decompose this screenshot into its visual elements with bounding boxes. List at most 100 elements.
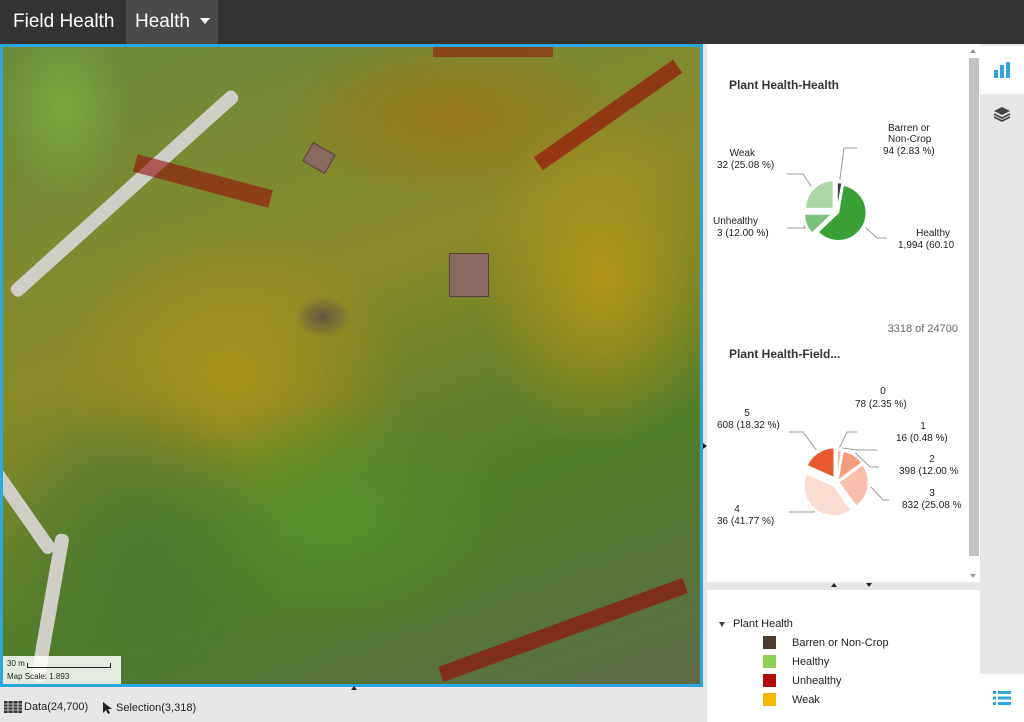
legend-label: Healthy — [792, 655, 830, 668]
road — [8, 88, 241, 300]
chart-panel-scrollbar[interactable] — [966, 44, 980, 582]
pie-label-value: 398 (12.00 % — [899, 466, 959, 477]
panel-splitter[interactable] — [703, 44, 707, 722]
legend-tab-button[interactable] — [980, 674, 1024, 722]
pie-label-value: 608 (18.32 %) — [717, 420, 780, 431]
selection-count-label: Selection(3,318) — [116, 702, 197, 714]
pie-label-name: Barren or — [888, 123, 930, 134]
pie-slice[interactable] — [837, 463, 870, 508]
weak-zone — [438, 578, 688, 682]
pie-label-value: 32 (25.08 %) — [717, 160, 774, 171]
scale-distance: 30 m — [7, 659, 25, 668]
legend-item: Healthy — [763, 655, 829, 668]
pie-leader-line — [787, 225, 806, 229]
pie-label-name: Non-Crop — [888, 134, 932, 145]
pie-label-name: 5 — [744, 408, 750, 419]
layer-menu-label: Health — [135, 11, 190, 32]
pie-label-value: 3 (12.00 %) — [717, 228, 769, 239]
data-count-label: Data(24,700) — [24, 701, 89, 713]
chart2-title: Plant Health-Field... — [729, 347, 841, 361]
legend-label: Unhealthy — [792, 674, 842, 687]
pie-leader-line — [789, 431, 817, 451]
pie-label-name: Weak — [730, 148, 756, 159]
pie-label-name: 3 — [929, 488, 935, 499]
list-icon — [993, 691, 1011, 705]
pie-label-value: 16 (0.48 %) — [896, 433, 948, 444]
pie-label-value: 832 (25.08 % — [902, 500, 962, 511]
horizontal-splitter[interactable] — [707, 582, 980, 590]
pie-label-value: 78 (2.35 %) — [855, 399, 907, 410]
pie-label-name: 0 — [880, 386, 886, 397]
selection-count-text: 3318 of 24700 — [887, 323, 958, 335]
weak-zone — [533, 59, 683, 171]
pie-leader-line — [854, 452, 879, 468]
pie-label-value: 94 (2.83 %) — [883, 146, 935, 157]
chevron-down-icon — [200, 18, 210, 24]
selection-count-button[interactable]: Selection(3,318) — [102, 701, 196, 715]
pie-label-name: 1 — [920, 421, 926, 432]
legend-label: Barren or Non-Crop — [792, 636, 889, 649]
collapse-up-icon[interactable] — [351, 686, 357, 690]
building — [302, 141, 336, 175]
pie-label-name: Healthy — [916, 228, 950, 239]
scroll-thumb[interactable] — [969, 58, 979, 556]
pie-slice[interactable] — [805, 447, 836, 479]
collapse-up-icon[interactable] — [831, 583, 837, 587]
legend-item: Barren or Non-Crop — [763, 636, 889, 649]
layers-icon — [993, 107, 1011, 122]
legend-swatch — [763, 655, 776, 668]
pie-label-name: Unhealthy — [713, 216, 758, 227]
layer-menu-dropdown[interactable]: Health — [126, 0, 218, 44]
data-count-button[interactable]: Data(24,700) — [4, 701, 88, 713]
pie-leader-line — [842, 447, 877, 451]
pie-slice[interactable] — [816, 184, 868, 242]
pie-label-name: 4 — [734, 504, 740, 515]
legend-swatch — [763, 636, 776, 649]
map-scale-text: Map Scale: 1.893 — [7, 672, 70, 681]
chart-panel: Plant Health-Health Barren or Non-Crop 94 … — [707, 44, 980, 582]
weak-zone — [133, 154, 273, 208]
bar-chart-icon — [994, 62, 1010, 78]
collapse-down-icon[interactable] — [866, 583, 872, 587]
pie-label-value: 1,994 (60.10 — [898, 240, 955, 251]
pie-leader-line — [839, 431, 857, 448]
scale-ruler — [27, 663, 111, 668]
status-bar: Data(24,700) Selection(3,318) — [0, 690, 705, 722]
weak-zone — [433, 47, 553, 57]
legend-item: Weak — [763, 693, 820, 706]
legend-panel: Plant Health Barren or Non-Crop Healthy Un… — [707, 590, 980, 722]
map-view[interactable]: 30 m Map Scale: 1.893 — [0, 44, 703, 687]
pie-leader-line — [787, 173, 812, 187]
pie-leader-line — [870, 486, 889, 501]
scale-bar: 30 m Map Scale: 1.893 — [3, 656, 121, 684]
legend-swatch — [763, 693, 776, 706]
charts-tab-button[interactable] — [980, 46, 1024, 94]
cursor-icon — [103, 702, 112, 714]
pie-label-name: 2 — [929, 454, 935, 465]
pie-slice[interactable] — [836, 450, 863, 483]
pie-slice[interactable] — [836, 181, 843, 211]
legend-title: Plant Health — [733, 618, 793, 630]
building — [449, 253, 489, 297]
pie-leader-line — [865, 227, 887, 239]
chevron-down-icon — [719, 621, 725, 627]
pie-label-value: 36 (41.77 %) — [717, 516, 774, 527]
scroll-down-icon[interactable] — [970, 574, 976, 578]
right-rail — [980, 44, 1024, 722]
legend-swatch — [763, 674, 776, 687]
expand-right-icon[interactable] — [703, 443, 707, 449]
pie-slice[interactable] — [803, 472, 853, 517]
road — [3, 449, 58, 557]
layers-tab-button[interactable] — [980, 90, 1024, 138]
top-bar: Field Health Health — [0, 0, 1024, 44]
pie-slice[interactable] — [803, 213, 835, 235]
pie-slice[interactable] — [804, 179, 835, 210]
scroll-up-icon[interactable] — [970, 49, 976, 53]
legend-group-toggle[interactable]: Plant Health — [719, 618, 793, 630]
legend-item: Unhealthy — [763, 674, 842, 687]
pie-leader-line — [839, 147, 857, 180]
app-title: Field Health — [13, 11, 115, 32]
chart1-title: Plant Health-Health — [729, 78, 840, 92]
